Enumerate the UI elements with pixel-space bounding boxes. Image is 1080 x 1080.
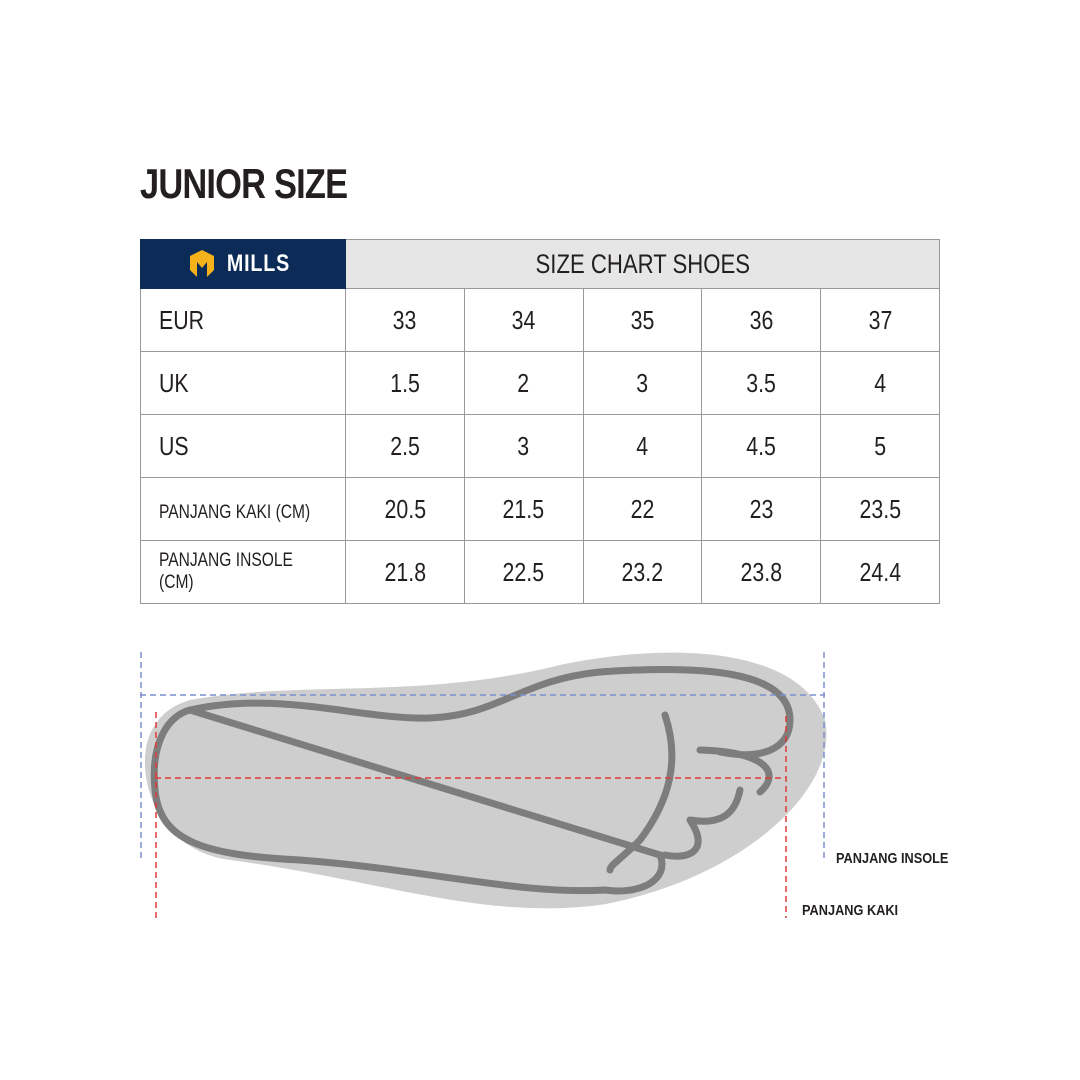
table-header-row: MILLS SIZE CHART SHOES	[140, 239, 940, 289]
size-cell: 21.8	[345, 540, 465, 604]
size-cell: 23	[701, 477, 822, 541]
size-cell: 35	[582, 288, 703, 352]
size-cell: 37	[820, 288, 940, 352]
row-label: UK	[140, 351, 346, 415]
size-cell: 4.5	[701, 414, 822, 478]
size-cell: 21.5	[463, 477, 584, 541]
insole-shape	[144, 652, 827, 909]
foot-diagram	[140, 652, 827, 918]
size-cell: 3.5	[701, 351, 822, 415]
page-title: JUNIOR SIZE	[140, 160, 348, 207]
row-label: PANJANG INSOLE (CM)	[140, 540, 346, 604]
kaki-label: PANJANG KAKI	[802, 902, 899, 919]
size-cell: 34	[463, 288, 584, 352]
size-cell: 22	[582, 477, 703, 541]
size-cell: 3	[463, 414, 584, 478]
size-cell: 5	[820, 414, 940, 478]
size-cell: 4	[820, 351, 940, 415]
brand-name: MILLS	[226, 250, 290, 277]
table-row: PANJANG INSOLE (CM) 21.8 22.5 23.2 23.8 24.4	[140, 540, 940, 604]
size-cell: 1.5	[345, 351, 465, 415]
foot-outline	[150, 666, 794, 895]
insole-label: PANJANG INSOLE	[836, 850, 949, 867]
size-cell: 23.5	[820, 477, 940, 541]
table-row: UK 1.5 2 3 3.5 4	[140, 351, 940, 415]
row-label: US	[140, 414, 346, 478]
size-cell: 22.5	[463, 540, 584, 604]
size-cell: 23.8	[701, 540, 822, 604]
size-chart-table: MILLS SIZE CHART SHOES EUR 33 34 35 36 37 UK 1.…	[140, 239, 940, 604]
helmet-logo-icon	[189, 250, 214, 277]
size-cell: 4	[582, 414, 703, 478]
table-row: EUR 33 34 35 36 37	[140, 288, 940, 352]
size-cell: 23.2	[582, 540, 703, 604]
row-label: PANJANG KAKI (CM)	[140, 477, 346, 541]
size-cell: 36	[701, 288, 822, 352]
size-cell: 33	[345, 288, 465, 352]
table-row: PANJANG KAKI (CM) 20.5 21.5 22 23 23.5	[140, 477, 940, 541]
table-title: SIZE CHART SHOES	[345, 239, 940, 289]
size-cell: 20.5	[345, 477, 465, 541]
size-cell: 24.4	[820, 540, 940, 604]
brand-logo-cell: MILLS	[140, 239, 346, 289]
size-cell: 2	[463, 351, 584, 415]
size-cell: 2.5	[345, 414, 465, 478]
row-label: EUR	[140, 288, 346, 352]
size-cell: 3	[582, 351, 703, 415]
table-row: US 2.5 3 4 4.5 5	[140, 414, 940, 478]
